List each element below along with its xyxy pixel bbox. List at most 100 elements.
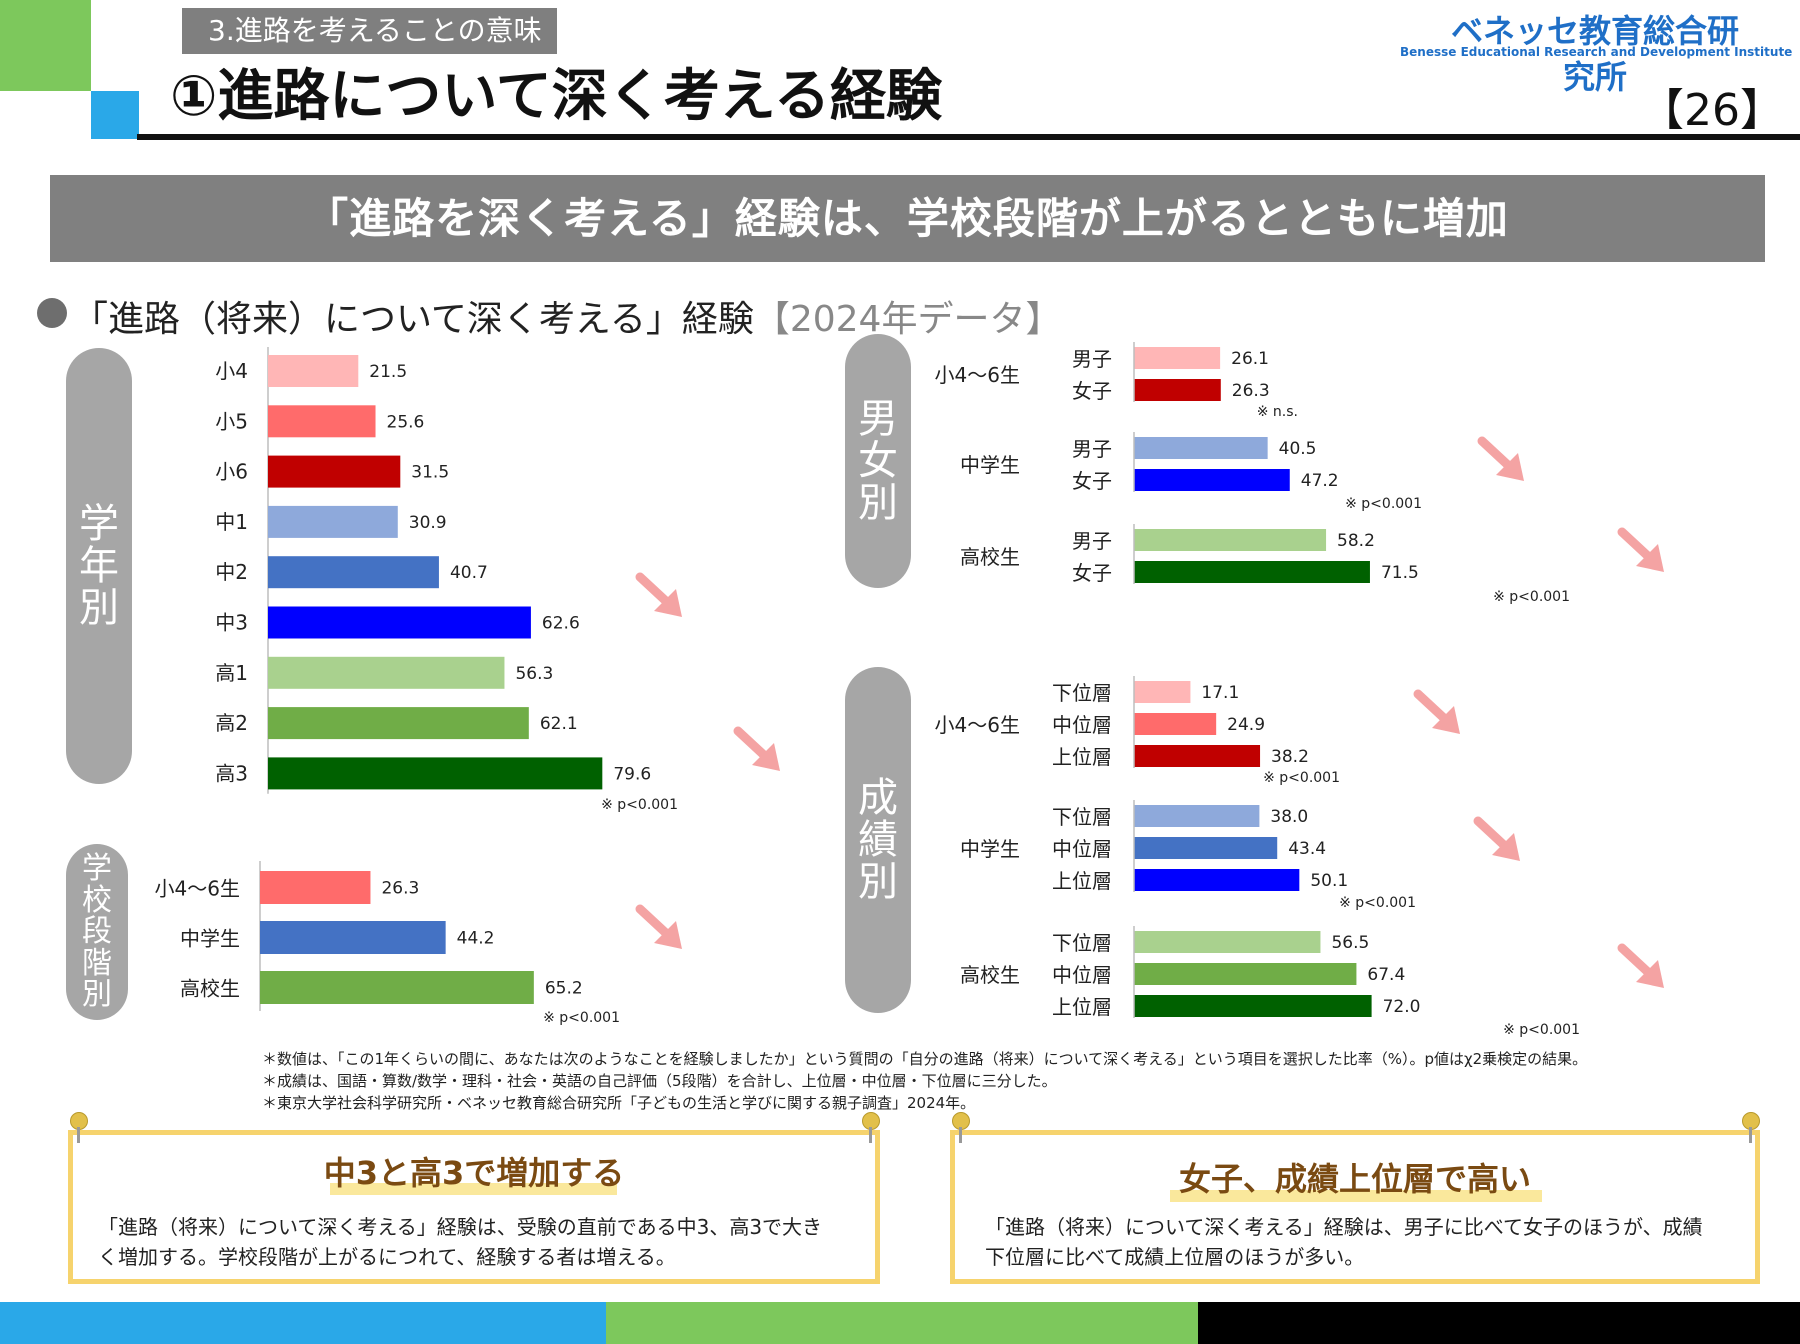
- significance-note: ※ p<0.001: [1263, 770, 1340, 786]
- summary-text-left: 「進路（将来）について深く考える」経験は、受験の直前である中3、高3で大きく増加…: [98, 1215, 823, 1269]
- pill-char: 年: [79, 543, 119, 589]
- data-label: 56.5: [1331, 933, 1369, 953]
- series-label: 中位層: [1052, 837, 1112, 861]
- bar: [1134, 437, 1268, 459]
- category-label: 高3: [215, 761, 248, 785]
- logo-en: Benesse Educational Research and Develop…: [1400, 45, 1793, 59]
- arrow-shaft: [1617, 527, 1655, 563]
- pill-char: 績: [858, 817, 898, 863]
- arrow-head: [752, 743, 780, 771]
- trend-arrow-icon: [635, 572, 682, 617]
- category-label: 高校生: [180, 977, 240, 1001]
- bar: [1134, 995, 1372, 1017]
- series-label: 下位層: [1052, 805, 1112, 829]
- data-label: 26.3: [381, 879, 419, 899]
- subheading-text: 「進路（将来）について深く考える」経験: [72, 299, 754, 340]
- bar: [1134, 805, 1260, 827]
- arrow-shaft: [635, 572, 673, 608]
- corner-green-square: [0, 0, 91, 91]
- group-label: 小4～6生: [935, 363, 1020, 387]
- data-label: 24.9: [1227, 715, 1265, 735]
- data-label: 38.2: [1271, 747, 1309, 767]
- bar: [268, 707, 529, 740]
- summary-title-left: 中3と高3で増加する: [323, 1154, 625, 1192]
- data-label: 71.5: [1381, 563, 1419, 583]
- pill-char: 校: [82, 882, 112, 918]
- category-label: 中2: [215, 560, 248, 584]
- data-label: 25.6: [387, 412, 425, 432]
- data-label: 56.3: [515, 664, 553, 684]
- arrow-head: [1432, 706, 1460, 734]
- bar: [1134, 963, 1357, 985]
- footnote-2: ＊成績は、国語・算数/数学・理科・社会・英語の自己評価（5段階）を合計し、上位層…: [262, 1072, 1057, 1090]
- data-label: 72.0: [1383, 997, 1421, 1017]
- category-label: 小5: [215, 409, 248, 433]
- bar: [1134, 379, 1221, 401]
- arrow-shaft: [635, 904, 673, 940]
- section-label: 3.進路を考えることの意味: [182, 8, 557, 54]
- chart-subheading: 「進路（将来）について深く考える」経験【2024年データ】: [72, 290, 1061, 342]
- bar: [268, 656, 505, 689]
- pill-char: 階: [82, 945, 112, 981]
- series-label: 男子: [1072, 437, 1112, 461]
- arrow-head: [1636, 544, 1664, 572]
- data-label: 26.1: [1231, 349, 1269, 369]
- bar: [1134, 713, 1217, 735]
- pill-grade-label: 学年別: [79, 503, 119, 629]
- category-label: 高1: [215, 661, 248, 685]
- highlight-left: [330, 1183, 617, 1195]
- arrow-head: [1492, 833, 1520, 861]
- pill-school-label: 学校段階別: [82, 853, 112, 1011]
- data-label: 40.7: [450, 563, 488, 583]
- title-divider: [137, 134, 1800, 140]
- pill-char: 段: [82, 914, 112, 950]
- bar: [268, 606, 531, 639]
- significance-note: ※ p<0.001: [1339, 895, 1416, 911]
- significance-note: ※ p<0.001: [1345, 496, 1422, 512]
- bar: [1134, 561, 1370, 583]
- footer-bar-green: [606, 1302, 1198, 1344]
- series-label: 上位層: [1052, 745, 1112, 769]
- summary-text-right: 「進路（将来）について深く考える」経験は、男子に比べて女子のほうが、成績下位層に…: [985, 1215, 1703, 1269]
- category-label: 中1: [215, 510, 248, 534]
- pill-char: 別: [858, 480, 898, 526]
- arrow-shaft: [1477, 436, 1515, 472]
- pill-achievement-label: 成績別: [858, 777, 898, 903]
- data-label: 62.6: [542, 614, 580, 634]
- arrow-shaft: [733, 726, 771, 762]
- arrow-shaft: [1413, 689, 1451, 725]
- bar: [1134, 347, 1221, 369]
- pin-stick: [77, 1127, 80, 1143]
- page-number: 【26】: [1640, 85, 1784, 136]
- pill-char: 学: [82, 851, 112, 887]
- series-label: 男子: [1072, 347, 1112, 371]
- highlight-right: [1170, 1190, 1542, 1202]
- data-label: 44.2: [457, 929, 495, 949]
- category-label: 小4～6生: [155, 877, 240, 901]
- arrow-head: [1496, 453, 1524, 481]
- group-label: 高校生: [960, 545, 1020, 569]
- significance-note: ※ p<0.001: [601, 797, 678, 813]
- bar: [1134, 931, 1321, 953]
- category-label: 小6: [215, 460, 248, 484]
- bar: [260, 971, 534, 1004]
- series-label: 上位層: [1052, 995, 1112, 1019]
- bar: [1134, 529, 1327, 551]
- bar: [268, 556, 439, 589]
- group-label: 小4～6生: [935, 713, 1020, 737]
- data-label: 58.2: [1337, 531, 1375, 551]
- pill-char: 別: [82, 977, 112, 1013]
- summary-box-left: [68, 1130, 880, 1284]
- pill-achievement: 成績別: [845, 667, 911, 1013]
- data-label: 67.4: [1367, 965, 1405, 985]
- significance-note: ※ p<0.001: [543, 1010, 620, 1026]
- trend-arrow-icon: [1473, 816, 1520, 861]
- bullet-dot-icon: [37, 298, 67, 328]
- arrow-head: [654, 921, 682, 949]
- category-label: 中3: [215, 611, 248, 635]
- data-label: 30.9: [409, 513, 447, 533]
- footnote-1: ＊数値は、「この1年くらいの間に、あなたは次のようなことを経験しましたか」という…: [262, 1050, 1588, 1068]
- trend-arrow-icon: [1477, 436, 1524, 481]
- data-label: 62.1: [540, 714, 578, 734]
